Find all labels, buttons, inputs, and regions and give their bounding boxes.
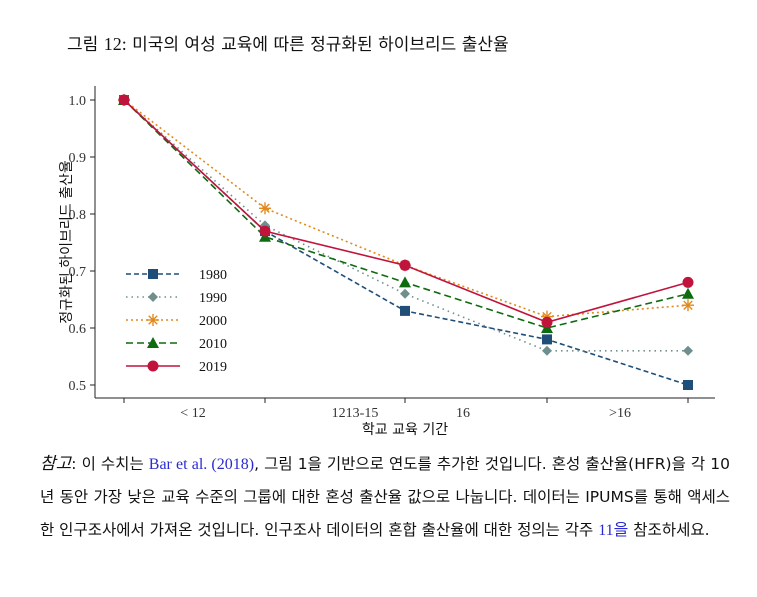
legend-marker bbox=[148, 269, 158, 279]
point-2000 bbox=[682, 299, 694, 312]
point-2019 bbox=[259, 225, 271, 237]
legend-marker bbox=[148, 292, 158, 302]
legend-label: 2019 bbox=[199, 360, 227, 375]
point-1990 bbox=[542, 345, 552, 356]
note-label: 참고 bbox=[40, 454, 72, 473]
note-text-2: , 그림 1을 기반으로 연도를 추가한 것입니다. 혼성 출산율(HFR)을 … bbox=[40, 455, 730, 539]
chart-axes: 0.5 0.6 0.7 0.8 0.9 1.0 < 12 1213-15 16 >16 학교 교육 … bbox=[59, 86, 715, 438]
series-2000 bbox=[118, 94, 694, 323]
legend-marker bbox=[147, 337, 159, 348]
point-2019 bbox=[541, 316, 553, 328]
point-1980 bbox=[542, 334, 552, 345]
citation-link[interactable]: Bar et al. (2018) bbox=[148, 456, 255, 473]
legend-item-1980: 1980 bbox=[126, 268, 227, 283]
point-1990 bbox=[683, 345, 693, 356]
figure-note: 참고: 이 수치는 Bar et al. (2018), 그림 1을 기반으로 … bbox=[40, 447, 730, 547]
point-1980 bbox=[683, 380, 693, 390]
series-line-1990 bbox=[123, 99, 688, 352]
x-tick-label: 16 bbox=[456, 406, 470, 421]
chart: 0.5 0.6 0.7 0.8 0.9 1.0 < 12 1213-15 16 >16 학교 교육 … bbox=[59, 86, 715, 438]
legend-label: 2010 bbox=[199, 337, 227, 352]
y-tick-label: 0.8 bbox=[69, 208, 87, 223]
asterisk-stroke bbox=[260, 203, 270, 214]
y-tick-label: 0.7 bbox=[69, 265, 87, 280]
point-2019 bbox=[682, 276, 694, 288]
legend-item-1990: 1990 bbox=[126, 291, 227, 306]
figure-title-text: 미국의 여성 교육에 따른 정규화된 하이브리드 출산율 bbox=[132, 35, 509, 55]
note-text-1: : 이 수치는 bbox=[71, 455, 149, 473]
point-2000 bbox=[259, 202, 271, 215]
legend-marker bbox=[147, 360, 159, 372]
point-2019 bbox=[118, 94, 130, 106]
chart-legend: 1980 1990 2000 2010 2019 bbox=[126, 268, 227, 375]
y-tick-label: 0.6 bbox=[69, 322, 87, 337]
legend-marker bbox=[147, 314, 159, 326]
figure-title: 그림 12: 미국의 여성 교육에 따른 정규화된 하이브리드 출산율 bbox=[67, 30, 509, 55]
legend-item-2000: 2000 bbox=[126, 314, 227, 329]
y-tick-label: 0.9 bbox=[69, 151, 87, 166]
legend-label: 1980 bbox=[199, 268, 227, 283]
point-1980 bbox=[400, 305, 410, 316]
y-tick-label: 0.5 bbox=[69, 379, 87, 394]
footnote-link[interactable]: 11을 bbox=[598, 522, 629, 539]
y-axis-title: 정규화된 하이브리드 출산율 bbox=[59, 160, 75, 324]
point-2010 bbox=[682, 287, 694, 299]
note-text-3: 참조하세요. bbox=[628, 521, 710, 539]
series-2019 bbox=[118, 94, 694, 328]
point-1990 bbox=[400, 288, 410, 299]
legend-label: 2000 bbox=[199, 314, 227, 329]
chart-series bbox=[118, 94, 694, 390]
point-2010 bbox=[399, 276, 411, 288]
legend-item-2019: 2019 bbox=[126, 360, 227, 375]
x-tick-label: >16 bbox=[609, 406, 631, 421]
y-tick-label: 1.0 bbox=[69, 94, 87, 109]
x-tick-label: 1213-15 bbox=[332, 406, 379, 421]
x-axis-title: 학교 교육 기간 bbox=[362, 422, 448, 438]
series-line-2019 bbox=[123, 99, 689, 324]
figure-title-number: 12: bbox=[103, 34, 127, 54]
asterisk-stroke bbox=[148, 315, 158, 325]
figure-title-prefix: 그림 bbox=[67, 35, 99, 55]
x-tick-label: < 12 bbox=[180, 406, 205, 421]
asterisk-stroke bbox=[683, 300, 693, 310]
legend-label: 1990 bbox=[199, 291, 227, 306]
point-2019 bbox=[399, 259, 411, 271]
legend-item-2010: 2010 bbox=[126, 337, 227, 352]
